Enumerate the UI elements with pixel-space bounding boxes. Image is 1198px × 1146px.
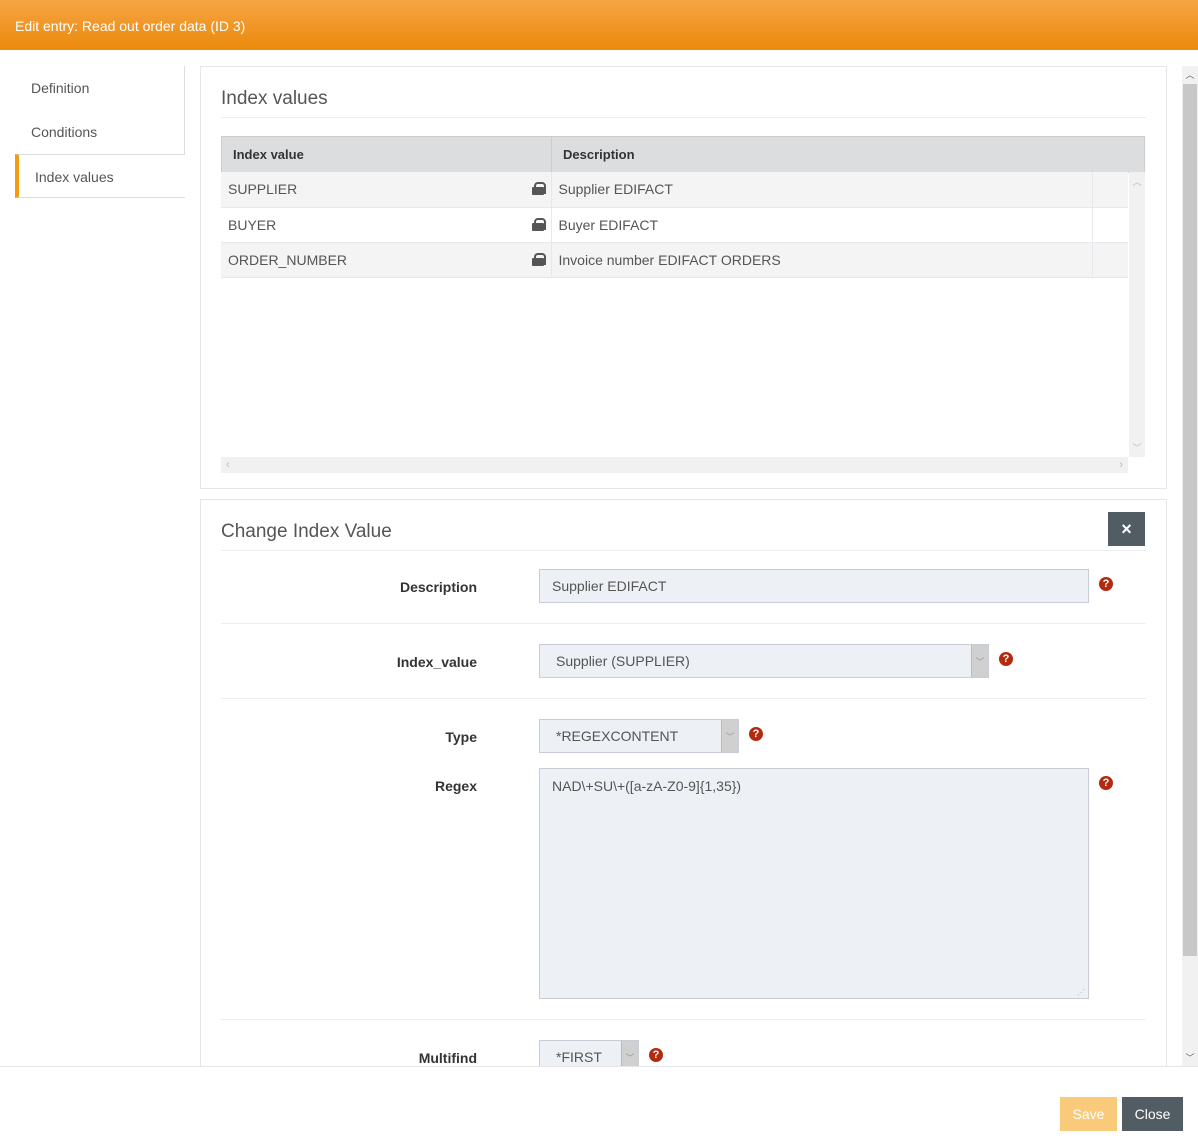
description-label: Description (399, 579, 477, 595)
multifind-selected: *FIRST (556, 1049, 602, 1065)
help-icon[interactable]: ? (1099, 577, 1113, 591)
cell-description: Buyer EDIFACT (551, 207, 1093, 243)
multifind-label: Multifind (418, 1050, 477, 1066)
lock-icon (531, 252, 546, 266)
chevron-down-icon: ﹀ (721, 720, 738, 752)
scroll-up-icon[interactable]: ︿ (1185, 70, 1195, 80)
description-value: Supplier EDIFACT (552, 578, 667, 594)
regex-value: NAD\+SU\+([a-zA-Z0-9]{1,35}) (552, 778, 742, 794)
change-index-value-panel: Change Index Value × Description Supplie… (200, 499, 1167, 1074)
cell-index-value: SUPPLIER (228, 181, 298, 198)
chevron-down-icon: ﹀ (971, 645, 988, 677)
index-values-grid: Index value Description SUPPLIER Supplier … (221, 136, 1145, 473)
save-button[interactable]: Save (1060, 1097, 1117, 1131)
index-value-select[interactable]: Supplier (SUPPLIER) ﹀ (539, 644, 989, 678)
cell-index-value: BUYER (228, 216, 277, 233)
index-values-panel: Index values Index value Description SUPP… (200, 66, 1167, 489)
grid-horizontal-scrollbar[interactable]: ‹ › (221, 457, 1128, 473)
sidebar-item-label: Index values (35, 169, 114, 185)
type-label: Type (445, 729, 477, 745)
help-icon[interactable]: ? (649, 1048, 663, 1062)
column-header-index-value[interactable]: Index value (221, 136, 552, 173)
dialog-footer (0, 1066, 1198, 1146)
table-row[interactable]: BUYER Buyer EDIFACT (221, 207, 1128, 243)
scroll-down-icon[interactable]: ﹀ (1185, 1053, 1195, 1063)
sidebar-item-index-values[interactable]: Index values (15, 154, 185, 198)
scrollbar-thumb[interactable] (1183, 84, 1197, 956)
cell-index-value: ORDER_NUMBER (228, 251, 348, 268)
page-scrollbar[interactable]: ︿ ﹀ (1182, 66, 1198, 1066)
close-button[interactable]: Close (1122, 1097, 1183, 1131)
description-field[interactable]: Supplier EDIFACT (539, 569, 1089, 603)
sidebar-item-label: Definition (31, 80, 90, 96)
lock-icon (531, 182, 546, 196)
chevron-down-icon: ﹀ (621, 1041, 638, 1073)
dialog-title: Edit entry: Read out order data (ID 3) (15, 18, 246, 34)
sidebar-item-label: Conditions (31, 124, 98, 140)
help-icon[interactable]: ? (1099, 776, 1113, 790)
resize-handle-icon[interactable]: ⋰ (1077, 988, 1085, 997)
type-selected: *REGEXCONTENT (556, 728, 679, 744)
lock-icon (531, 217, 546, 231)
table-row[interactable]: ORDER_NUMBER Invoice number EDIFACT ORDER… (221, 242, 1128, 278)
sidebar-item-conditions[interactable]: Conditions (15, 110, 185, 154)
dialog-header: Edit entry: Read out order data (ID 3) (0, 0, 1198, 50)
panel-title: Index values (221, 88, 328, 109)
cell-description: Invoice number EDIFACT ORDERS (551, 242, 1093, 278)
regex-label: Regex (434, 778, 477, 794)
grid-vertical-scrollbar[interactable]: ︿ ﹀ (1129, 172, 1145, 457)
panel-title: Change Index Value (221, 521, 392, 542)
column-header-description[interactable]: Description (551, 136, 1145, 173)
index-value-label: Index_value (396, 654, 477, 670)
close-form-button[interactable]: × (1108, 512, 1145, 546)
sidebar-item-definition[interactable]: Definition (15, 66, 185, 110)
sidebar-nav: Definition Conditions Index values (15, 66, 185, 198)
cell-description: Supplier EDIFACT (551, 172, 1093, 208)
regex-textarea[interactable]: NAD\+SU\+([a-zA-Z0-9]{1,35}) ⋰ (539, 768, 1089, 999)
table-row[interactable]: SUPPLIER Supplier EDIFACT (221, 172, 1128, 208)
help-icon[interactable]: ? (749, 727, 763, 741)
help-icon[interactable]: ? (999, 652, 1013, 666)
index-value-selected: Supplier (SUPPLIER) (556, 653, 690, 669)
close-icon: × (1121, 518, 1132, 539)
type-select[interactable]: *REGEXCONTENT ﹀ (539, 719, 739, 753)
